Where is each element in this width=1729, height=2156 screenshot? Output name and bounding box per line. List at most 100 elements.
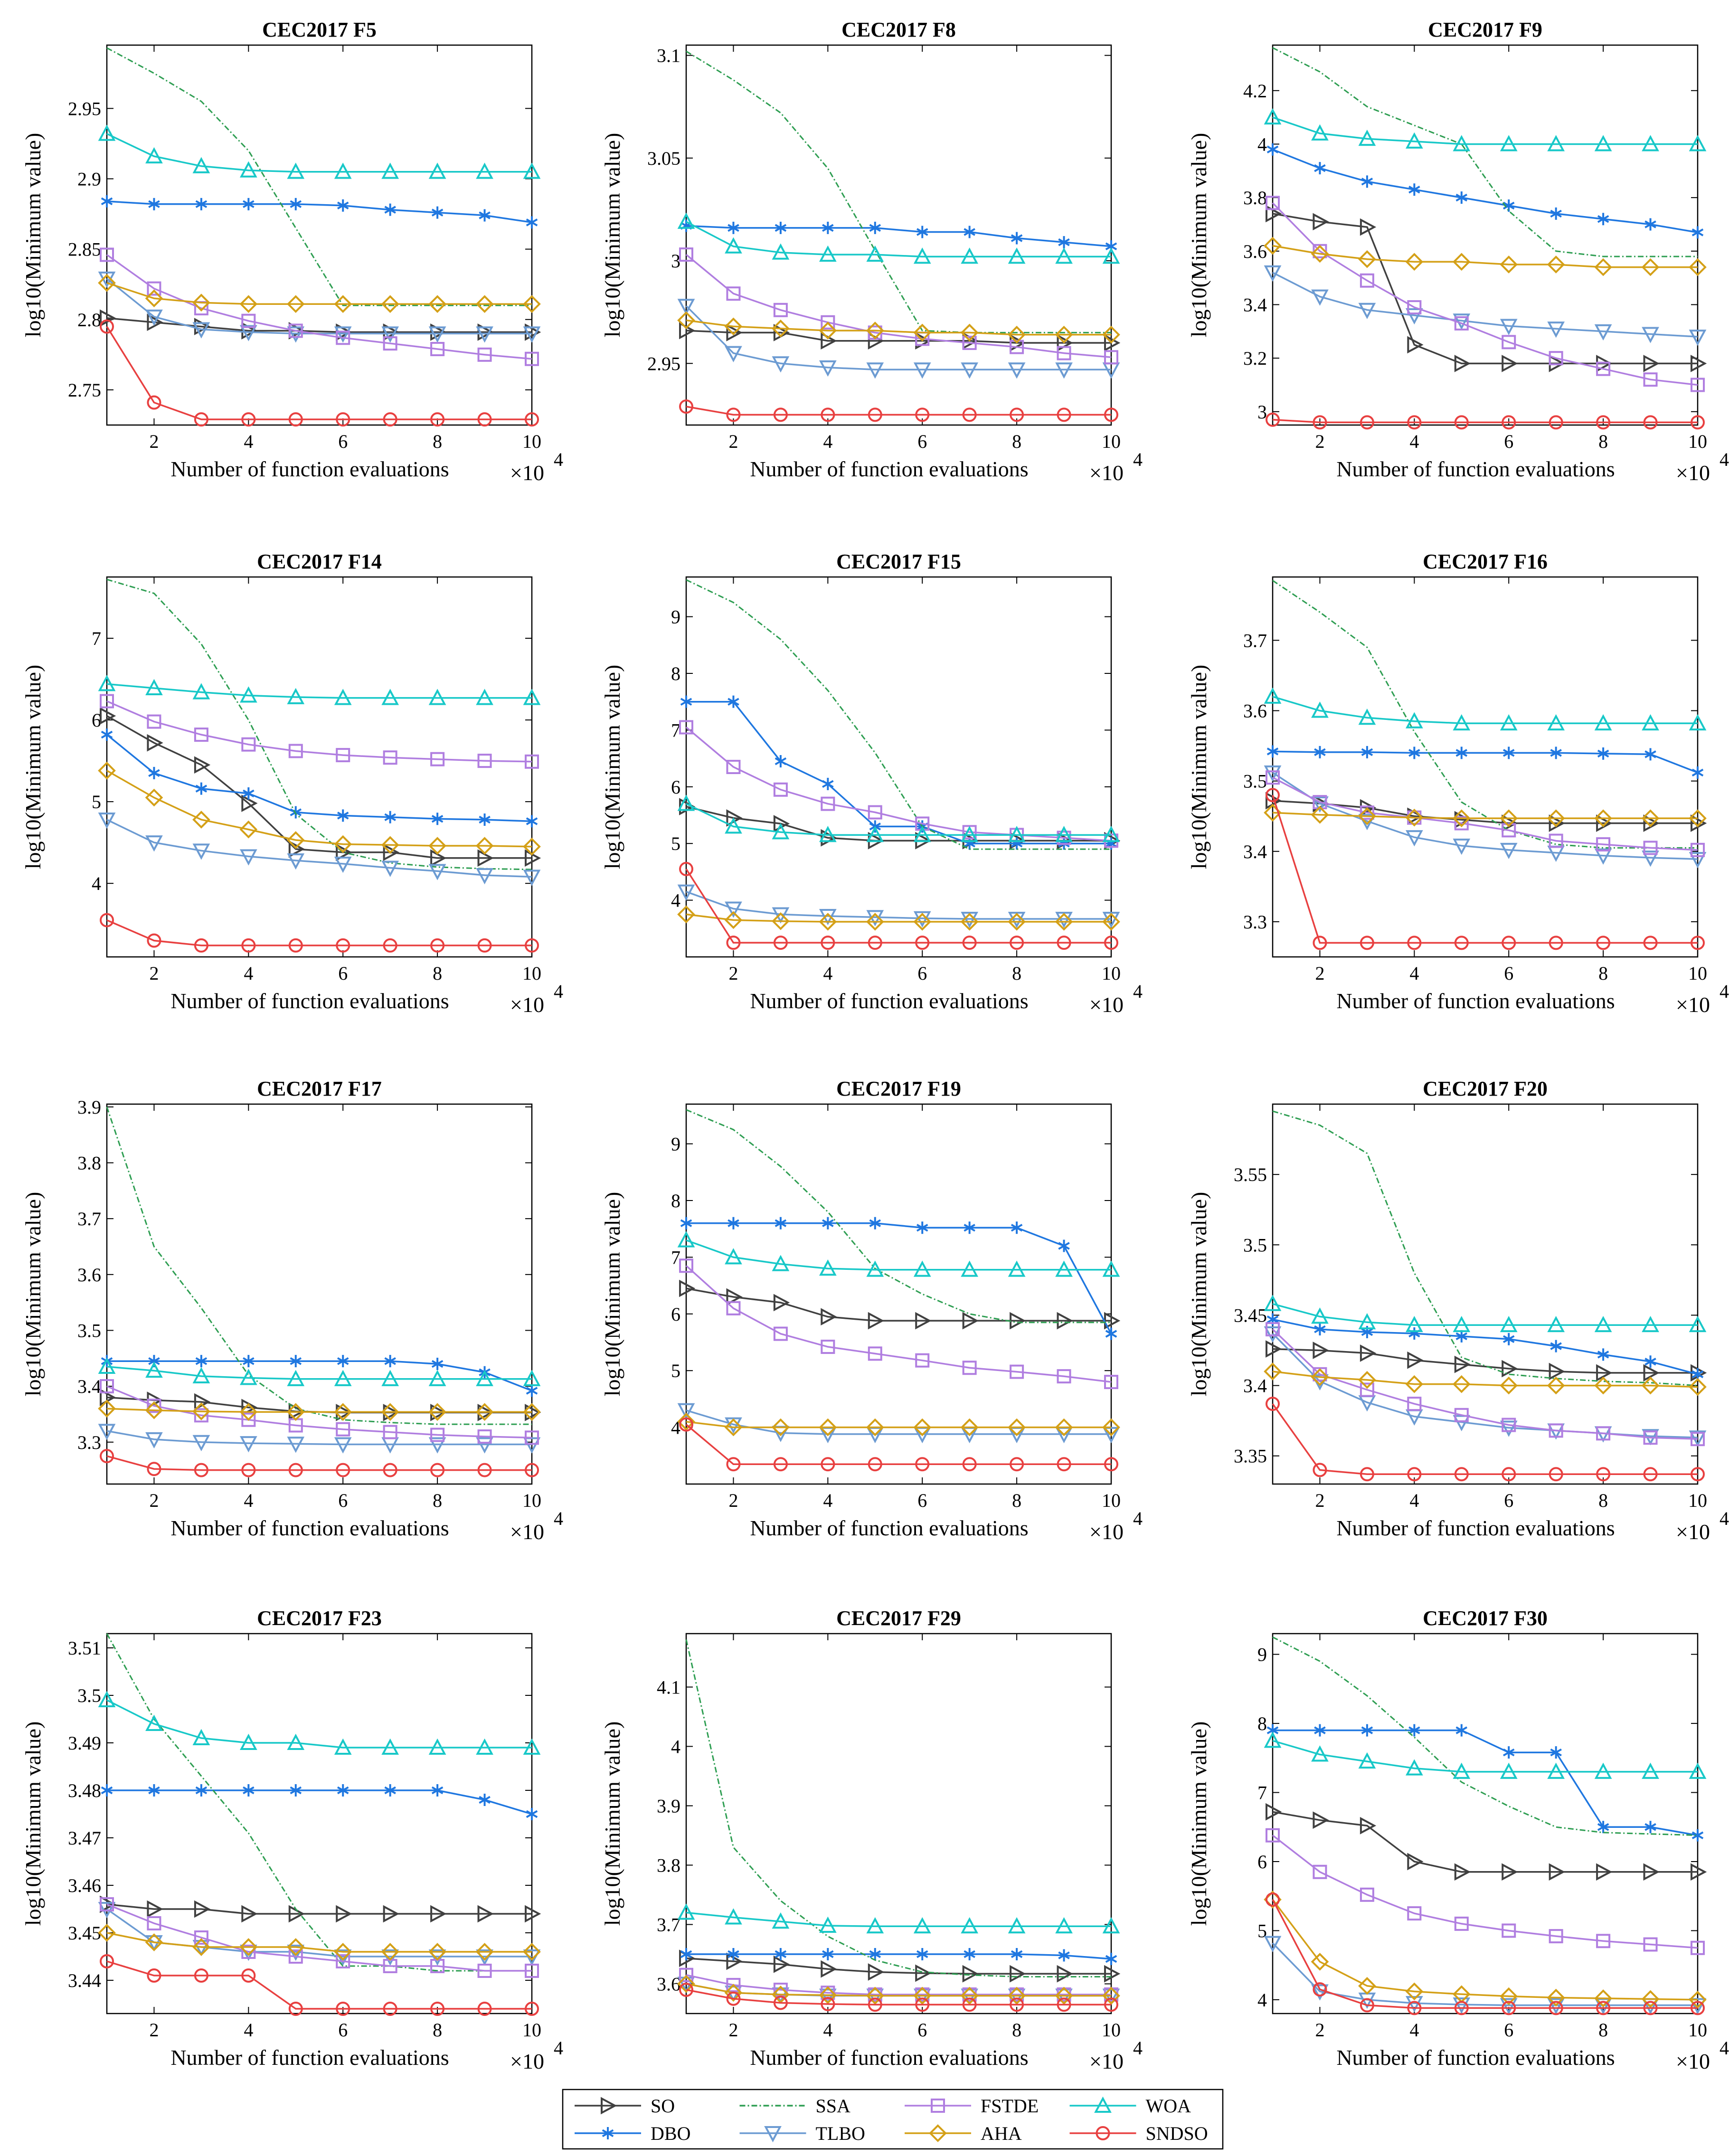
data-point-dbo <box>1644 748 1656 761</box>
y-tick-label: 3 <box>671 250 680 272</box>
data-point-aha <box>1405 1375 1424 1393</box>
data-point-fstde <box>383 1425 397 1439</box>
data-point-so <box>915 1312 932 1330</box>
data-point-aha <box>145 1933 163 1951</box>
series-dbo <box>1266 143 1704 239</box>
series-so <box>100 707 541 867</box>
y-tick-label: 7 <box>92 628 101 649</box>
data-point-dbo <box>1502 199 1515 212</box>
series-line-dbo <box>1272 750 1698 774</box>
data-point-sndso <box>1643 936 1658 950</box>
y-tick-label: 5 <box>671 1360 680 1381</box>
data-point-dbo <box>775 755 787 768</box>
data-point-fstde <box>194 1408 208 1423</box>
data-point-dbo <box>1550 207 1562 220</box>
y-tick-label: 9 <box>1257 1644 1267 1665</box>
data-point-aha <box>1311 1368 1329 1386</box>
series-woa <box>677 1231 1120 1277</box>
data-point-woa <box>192 157 210 173</box>
data-point-sndso <box>1596 2001 1611 2015</box>
data-point-sndso <box>868 407 882 422</box>
series-dbo <box>680 1948 1117 1965</box>
data-point-so <box>1643 1863 1660 1881</box>
series-line-woa <box>106 1699 532 1749</box>
data-point-tlbo <box>239 849 257 866</box>
data-point-woa <box>725 1248 742 1265</box>
data-point-dbo <box>290 1355 302 1368</box>
x-tick-label: 2 <box>1315 963 1324 984</box>
y-tick-label: 3.44 <box>68 1970 101 1991</box>
series-line-tlbo <box>685 305 1111 370</box>
x-tick-label: 8 <box>1598 1490 1608 1511</box>
data-point-woa <box>1311 1745 1329 1762</box>
data-point-aha <box>239 295 258 313</box>
series-dbo <box>101 728 538 828</box>
data-point-aha <box>1264 236 1282 255</box>
data-point-aha <box>1594 809 1612 827</box>
data-point-sndso <box>1454 936 1469 950</box>
series-tlbo <box>1264 265 1707 346</box>
data-point-sndso <box>288 2002 303 2016</box>
data-point-tlbo <box>772 907 790 924</box>
data-point-fstde <box>288 323 303 338</box>
data-point-aha <box>1358 807 1376 825</box>
plot-area <box>685 576 1112 958</box>
data-point-tlbo <box>677 1403 695 1420</box>
data-point-aha <box>192 811 210 829</box>
data-point-aha <box>1500 1987 1518 2005</box>
y-tick-label: 7 <box>671 1247 680 1268</box>
data-point-sndso <box>821 407 835 422</box>
series-sndso <box>679 861 1118 950</box>
data-point-tlbo <box>476 1437 493 1454</box>
data-point-dbo <box>1644 218 1656 231</box>
data-point-woa <box>98 1357 116 1374</box>
series-fstde <box>100 694 539 769</box>
data-point-dbo <box>1105 1327 1117 1340</box>
data-point-so <box>821 1960 837 1978</box>
data-point-woa <box>287 162 305 179</box>
series-line-ssa <box>106 1106 532 1425</box>
x-tick-label: 10 <box>522 1490 541 1511</box>
legend-label: TLBO <box>816 2123 865 2144</box>
data-point-dbo <box>1408 183 1420 196</box>
y-tick-label: 3.47 <box>68 1827 101 1849</box>
data-point-fstde <box>1691 1432 1705 1447</box>
data-point-fstde <box>477 754 492 768</box>
data-point-aha <box>98 1400 116 1418</box>
data-point-aha <box>1008 913 1026 931</box>
data-point-so <box>726 324 743 341</box>
legend-item-fstde: FSTDE <box>905 2095 1039 2117</box>
data-point-fstde <box>430 342 445 356</box>
data-point-aha <box>286 831 305 849</box>
data-point-tlbo <box>1311 796 1329 813</box>
data-point-woa <box>1008 1917 1026 1934</box>
plot-area <box>106 576 533 958</box>
data-point-so <box>1643 1364 1660 1382</box>
data-point-dbo <box>822 1217 834 1229</box>
data-point-dbo <box>728 1948 739 1960</box>
data-point-fstde <box>336 1954 350 1968</box>
y-axis-label: log10(Minimum value) <box>1187 1192 1211 1397</box>
series-so <box>679 1279 1121 1330</box>
data-point-dbo <box>1361 746 1373 758</box>
legend-item-tlbo: TLBO <box>739 2123 865 2144</box>
y-tick-label: 4.2 <box>1243 80 1267 102</box>
data-point-aha <box>724 1984 743 2002</box>
data-point-aha <box>334 1943 352 1961</box>
data-point-tlbo <box>239 1436 257 1453</box>
data-point-woa <box>819 1259 837 1276</box>
series-line-ssa <box>686 1109 1111 1324</box>
x-tick-label: 2 <box>728 2019 738 2041</box>
data-point-fstde <box>1643 1937 1658 1952</box>
data-point-sndso <box>1643 1467 1658 1482</box>
y-tick-label: 2.85 <box>68 239 101 260</box>
data-point-dbo <box>1502 1746 1515 1759</box>
data-point-sndso <box>1057 936 1071 950</box>
data-point-dbo <box>822 221 834 234</box>
series-line-woa <box>106 133 532 173</box>
data-point-aha <box>239 1403 258 1421</box>
data-point-sndso <box>525 2002 539 2016</box>
data-point-aha <box>286 295 305 313</box>
data-point-dbo <box>1691 1829 1704 1842</box>
data-point-woa <box>677 1231 695 1248</box>
